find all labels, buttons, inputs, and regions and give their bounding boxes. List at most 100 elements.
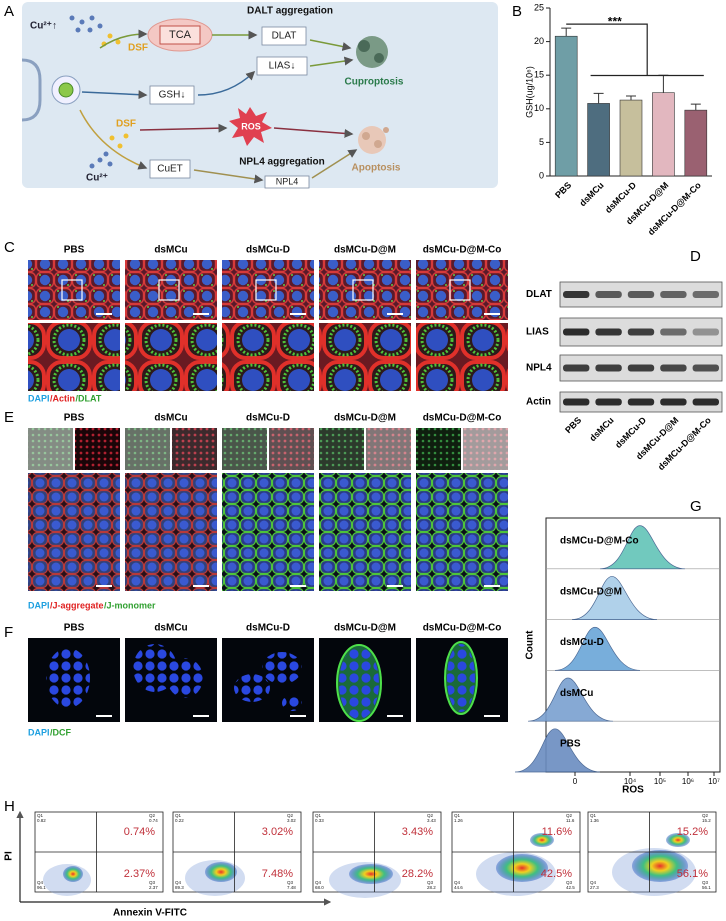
quadrant-name: Q1 [315, 813, 322, 818]
cell-cluster [133, 644, 177, 692]
quadrant-value: 3.43 [427, 818, 436, 823]
cell-cluster [282, 695, 302, 711]
column-label: dsMCu [154, 413, 187, 424]
micrograph-merge [319, 473, 411, 591]
band [563, 398, 590, 406]
zoom-box [255, 279, 277, 301]
band [627, 328, 655, 336]
stain-legend: DAPI [28, 600, 50, 610]
micrograph-green [28, 428, 73, 470]
micrograph-green [319, 428, 364, 470]
column-label: dsMCu [154, 623, 187, 634]
event-density [666, 833, 690, 847]
copper-ions [69, 15, 103, 33]
histogram [599, 525, 686, 570]
zoom-box [158, 279, 180, 301]
quadrant-name: Q1 [175, 813, 182, 818]
quadrant-value: 68.0 [315, 885, 324, 890]
micrograph-red [463, 428, 508, 470]
quadrant-name: Q3 [427, 880, 434, 885]
band [595, 291, 622, 298]
quadrant-name: Q2 [702, 813, 709, 818]
error-bar [690, 103, 701, 111]
band [692, 291, 719, 298]
quadrant-name: Q2 [566, 813, 573, 818]
y-tick-label: 20 [534, 36, 544, 46]
event-density [349, 864, 393, 884]
plot-frame [545, 517, 721, 773]
zoom-box [61, 279, 83, 301]
bar [554, 35, 578, 177]
micrograph-zoom [125, 323, 217, 391]
quadrant-name: Q3 [702, 880, 709, 885]
micrograph-red [172, 428, 217, 470]
quadrant-value: 28.2 [427, 885, 436, 890]
upper-right-percent: 3.02% [262, 826, 293, 838]
lower-right-percent: 28.2% [402, 868, 433, 880]
gsh-box [149, 85, 195, 105]
sample-label: dsMCu-D@M-Co [560, 536, 639, 547]
quadrant-value: 44.6 [454, 885, 463, 890]
x-tick-label: 10⁴ [624, 777, 637, 786]
y-tick-label: 0 [539, 170, 544, 180]
x-tick-label: 0 [573, 777, 578, 786]
micrograph-merge [222, 473, 314, 591]
micrograph-green [416, 428, 461, 470]
micrograph-merge [416, 473, 508, 591]
panel-letter: A [4, 3, 14, 20]
cell-cluster [234, 674, 270, 702]
dlat-box [261, 26, 307, 46]
micrograph-green [222, 428, 267, 470]
label: LIAS↓ [269, 61, 296, 72]
dsf-dots [109, 133, 129, 149]
apoptosis-cell [358, 126, 389, 154]
quadrant-value: 15.2 [702, 818, 711, 823]
quadrant-value: 7.48 [287, 885, 296, 890]
micrograph-red [366, 428, 411, 470]
row-label: NPL4 [526, 363, 552, 374]
upper-right-percent: 3.43% [402, 826, 433, 838]
band [692, 398, 719, 406]
stain-legend: /DLAT [76, 393, 102, 403]
label: ROS [241, 121, 261, 131]
quadrant-value: 11.6 [566, 818, 575, 823]
ros-flow-panel: dsMCu-D@M-Co dsMCu-D@M dsMCu-D dsMCu PBS 0 10⁴… [514, 517, 721, 796]
band [627, 364, 655, 372]
sample-label: dsMCu-D@M [560, 586, 622, 597]
quadrant-name: Q4 [175, 880, 182, 885]
error-bar [626, 95, 636, 101]
panel-letter: E [4, 409, 14, 426]
bar [619, 99, 643, 177]
panel-letters: A B C D E G F H [4, 3, 702, 815]
quadrant-name: Q3 [287, 880, 294, 885]
event-density [63, 866, 83, 882]
label: DLAT [272, 31, 297, 42]
stain-legend: /Actin [50, 393, 75, 403]
cell-cluster [46, 648, 90, 708]
quadrant-name: Q4 [37, 880, 44, 885]
histogram [527, 677, 614, 722]
band [595, 398, 622, 406]
x-tick-label: dsMCu [577, 180, 605, 208]
sample-label: dsMCu-D [560, 637, 604, 648]
quadrant-name: Q2 [149, 813, 156, 818]
quadrant-value: 0.33 [315, 818, 324, 823]
quadrant-name: Q2 [427, 813, 434, 818]
micrograph [28, 260, 120, 320]
bar [652, 92, 675, 177]
label: Apoptosis [352, 163, 401, 174]
sample-label: PBS [560, 739, 581, 750]
y-tick-label: 15 [534, 70, 544, 80]
x-tick-label: 10⁷ [708, 777, 720, 786]
column-label: dsMCu-D@M [334, 245, 396, 256]
x-tick-label: 10⁶ [682, 777, 694, 786]
label: DALT aggregation [247, 6, 333, 17]
immunofluorescence-panel: PBS dsMCu dsMCu-D dsMCu-D@M dsMCu-D@M-Co DAPI… [28, 245, 508, 403]
upper-right-percent: 15.2% [677, 826, 708, 838]
column-label: dsMCu-D [246, 623, 290, 634]
stain-legend: DAPI [28, 727, 50, 737]
band [660, 398, 687, 406]
column-label: PBS [64, 245, 85, 256]
